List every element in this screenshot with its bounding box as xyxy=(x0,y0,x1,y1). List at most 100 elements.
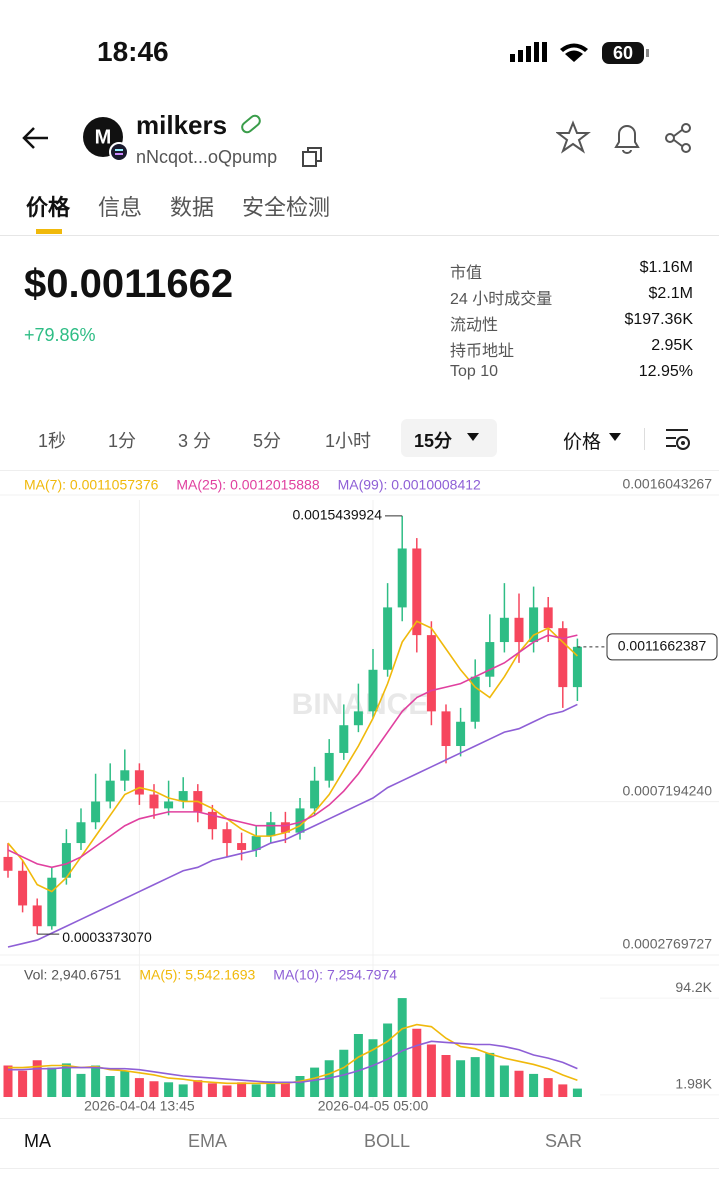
tab[interactable]: 信息 xyxy=(98,195,143,220)
indicator[interactable]: BOLL xyxy=(364,1131,411,1151)
volume-bar xyxy=(339,1049,349,1097)
stat-value: 12.95% xyxy=(638,363,693,380)
candle-body xyxy=(295,808,305,833)
interval[interactable]: 15分 xyxy=(414,431,453,451)
header-actions[interactable] xyxy=(556,120,706,156)
candle-body xyxy=(178,791,188,802)
divider xyxy=(644,428,645,450)
volume-bar xyxy=(164,1082,174,1097)
status-icons: 60 xyxy=(510,42,649,64)
volume-bar xyxy=(572,1088,582,1097)
candle-body xyxy=(412,548,422,636)
price-menu[interactable]: 价格 xyxy=(563,432,602,453)
indicator[interactable]: SAR xyxy=(545,1131,583,1151)
indicator[interactable]: MA xyxy=(24,1131,51,1151)
back-button[interactable] xyxy=(20,122,52,154)
volume-bar xyxy=(485,1052,495,1097)
svg-text:M: M xyxy=(95,126,112,148)
candle-body xyxy=(18,870,28,906)
tab[interactable]: 价格 xyxy=(26,195,71,220)
tab[interactable]: 数据 xyxy=(170,195,215,220)
candle-body xyxy=(237,843,247,850)
interval[interactable]: 1小时 xyxy=(325,431,372,451)
interval[interactable]: 1秒 xyxy=(38,431,67,451)
stat-value: $2.1M xyxy=(648,285,693,302)
candle-body xyxy=(339,725,349,753)
candle-body xyxy=(266,822,276,837)
candle-body xyxy=(353,711,363,726)
volume-bar xyxy=(456,1060,466,1097)
volume-bar xyxy=(310,1067,320,1097)
volume-bar xyxy=(280,1083,290,1097)
divider xyxy=(0,470,719,471)
candle-body xyxy=(368,669,378,712)
stat-label: 24 小时成交量 xyxy=(450,291,553,308)
volume-bar xyxy=(441,1055,451,1097)
candle-body xyxy=(558,628,568,688)
candle-body xyxy=(222,829,232,844)
candle-body xyxy=(280,822,290,833)
token-address: nNcqot...oQpump xyxy=(136,147,278,167)
interval[interactable]: 5分 xyxy=(253,431,282,451)
volume-bar xyxy=(266,1081,276,1097)
candle-body xyxy=(499,617,509,643)
volume-bar xyxy=(295,1076,305,1097)
candle-body xyxy=(470,676,480,722)
candle-body xyxy=(426,635,436,712)
ma-line xyxy=(7,620,578,893)
volume-tick-label: 1.98K xyxy=(675,1076,712,1092)
copy-button[interactable] xyxy=(300,145,324,169)
legend-entry: MA(99): 0.0010008412 xyxy=(338,477,481,493)
tab[interactable]: 安全检测 xyxy=(242,195,331,220)
status-time: 18:46 xyxy=(97,36,169,67)
last-price-label: 0.0011662387 xyxy=(618,638,707,654)
interval[interactable]: 1分 xyxy=(108,431,137,451)
divider xyxy=(0,235,719,236)
volume-legend: Vol: 2,940.6751 xyxy=(24,967,122,983)
pill-icon xyxy=(241,114,261,134)
high-label: 0.0015439924 xyxy=(292,507,382,523)
volume-bar xyxy=(134,1078,144,1097)
volume-bar xyxy=(120,1070,130,1097)
volume-bar xyxy=(47,1067,57,1097)
interval[interactable]: 3 分 xyxy=(178,431,212,451)
x-tick-label: 2026-04-05 05:00 xyxy=(318,1098,429,1114)
volume-bar xyxy=(426,1044,436,1097)
token-avatar: M xyxy=(83,117,129,162)
volume-bar xyxy=(499,1065,509,1097)
candle-body xyxy=(207,811,217,830)
stat-label: 市值 xyxy=(450,265,483,282)
indicator[interactable]: EMA xyxy=(188,1131,228,1151)
volume-bar xyxy=(207,1083,217,1097)
volume-bar xyxy=(18,1070,28,1097)
volume-bar xyxy=(529,1073,539,1097)
volume-bar xyxy=(353,1034,363,1097)
volume-bar xyxy=(412,1028,422,1097)
volume-bar xyxy=(251,1084,261,1097)
stat-value: $1.16M xyxy=(639,259,693,276)
tab-indicator xyxy=(36,229,62,234)
ma-line xyxy=(7,703,578,948)
x-tick-label: 2026-04-04 13:45 xyxy=(84,1098,195,1114)
y-tick-label: 0.0002769727 xyxy=(622,936,712,952)
stat-label: 流动性 xyxy=(450,317,499,334)
legend-entry: MA(7): 0.0011057376 xyxy=(24,477,159,493)
chart: BINANCE0.00160432670.00071942400.0002769… xyxy=(0,476,719,1114)
candle-body xyxy=(543,607,553,629)
candle-body xyxy=(149,794,159,809)
candle-body xyxy=(47,877,57,927)
candle-body xyxy=(310,780,320,809)
candle-body xyxy=(456,721,466,747)
volume-bar xyxy=(3,1065,13,1097)
dropdown-arrow xyxy=(467,433,479,441)
volume-bar xyxy=(237,1082,247,1097)
volume-bar xyxy=(105,1076,115,1097)
volume-bar xyxy=(558,1084,568,1097)
candle-body xyxy=(383,607,393,670)
volume-bar xyxy=(76,1073,86,1097)
volume-bar xyxy=(149,1081,159,1097)
volume-bar xyxy=(222,1085,232,1097)
candle-body xyxy=(105,780,115,802)
chart-settings[interactable] xyxy=(664,426,692,452)
candle-body xyxy=(32,905,42,927)
